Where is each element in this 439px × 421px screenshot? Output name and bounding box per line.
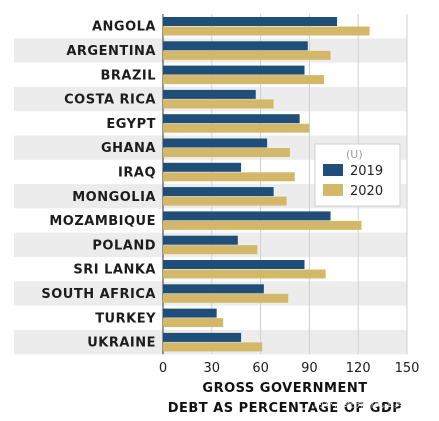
bar-2020 xyxy=(163,293,289,303)
bar-2020 xyxy=(163,342,263,352)
category-label: POLAND xyxy=(92,238,156,253)
x-tick-label: 60 xyxy=(252,361,269,376)
bar-2020 xyxy=(163,148,290,157)
x-tick-label: 30 xyxy=(204,361,221,376)
x-axis-title-line-1: GROSS GOVERNMENT xyxy=(202,381,367,396)
x-tick-label: 150 xyxy=(395,361,420,376)
bar-2019 xyxy=(163,114,300,124)
watermark: 阿尔法经济研究工具箱 xyxy=(297,396,414,410)
bar-2019 xyxy=(163,332,242,342)
category-label: EGYPT xyxy=(106,117,156,132)
bar-2019 xyxy=(163,260,305,269)
watermark-text: 阿尔法经济研究工具箱 xyxy=(314,397,414,410)
watermark-logo-icon xyxy=(297,396,311,410)
x-tick-label: 120 xyxy=(346,361,371,376)
bar-2020 xyxy=(163,123,310,133)
category-label: IRAQ xyxy=(118,165,156,180)
category-label: ARGENTINA xyxy=(66,44,156,59)
x-tick-label: 0 xyxy=(159,361,167,376)
x-tick-labels: 0 30 60 90 120 150 xyxy=(159,361,420,376)
legend-swatch-2020 xyxy=(323,184,343,196)
bar-2020 xyxy=(163,50,331,60)
x-axis-title-line-2: DEBT AS PERCENTAGE OF GDP xyxy=(168,401,403,416)
bars xyxy=(163,17,370,352)
category-label: UKRAINE xyxy=(87,336,156,351)
category-label: BRAZIL xyxy=(100,68,156,83)
bar-2020 xyxy=(163,220,362,230)
bar-2020 xyxy=(163,26,370,36)
bar-2020 xyxy=(163,245,258,255)
category-label: COSTA RICA xyxy=(64,93,156,108)
bar-2019 xyxy=(163,211,331,221)
bar-2019 xyxy=(163,284,264,294)
legend-label-2019: 2019 xyxy=(350,164,383,179)
bar-2019 xyxy=(163,17,338,26)
legend-title: (U) xyxy=(346,148,363,161)
category-labels: ANGOLA ARGENTINA BRAZIL COSTA RICA EGYPT GHAN… xyxy=(41,20,156,351)
bar-2020 xyxy=(163,318,224,328)
category-label: SOUTH AFRICA xyxy=(41,287,156,302)
bar-2020 xyxy=(163,75,325,85)
category-label: ANGOLA xyxy=(92,20,156,35)
category-label: MONGOLIA xyxy=(72,190,156,205)
bar-2020 xyxy=(163,196,287,206)
bar-2019 xyxy=(163,138,268,148)
legend: (U) 2019 2020 xyxy=(314,143,401,207)
bar-2019 xyxy=(163,187,274,197)
bar-2019 xyxy=(163,162,242,172)
category-label: MOZAMBIQUE xyxy=(49,214,156,229)
bar-2020 xyxy=(163,269,326,279)
bar-2019 xyxy=(163,89,256,99)
category-label: TURKEY xyxy=(95,311,156,326)
bar-2019 xyxy=(163,235,238,245)
category-label: SRI LANKA xyxy=(73,263,156,278)
x-tick-label: 90 xyxy=(301,361,318,376)
legend-swatch-2019 xyxy=(323,164,343,176)
category-label: GHANA xyxy=(101,141,156,156)
legend-label-2020: 2020 xyxy=(350,184,383,199)
bar-2019 xyxy=(163,308,217,318)
bar-2020 xyxy=(163,172,295,182)
bar-2019 xyxy=(163,65,305,75)
bar-2020 xyxy=(163,99,274,109)
bar-2019 xyxy=(163,41,308,51)
